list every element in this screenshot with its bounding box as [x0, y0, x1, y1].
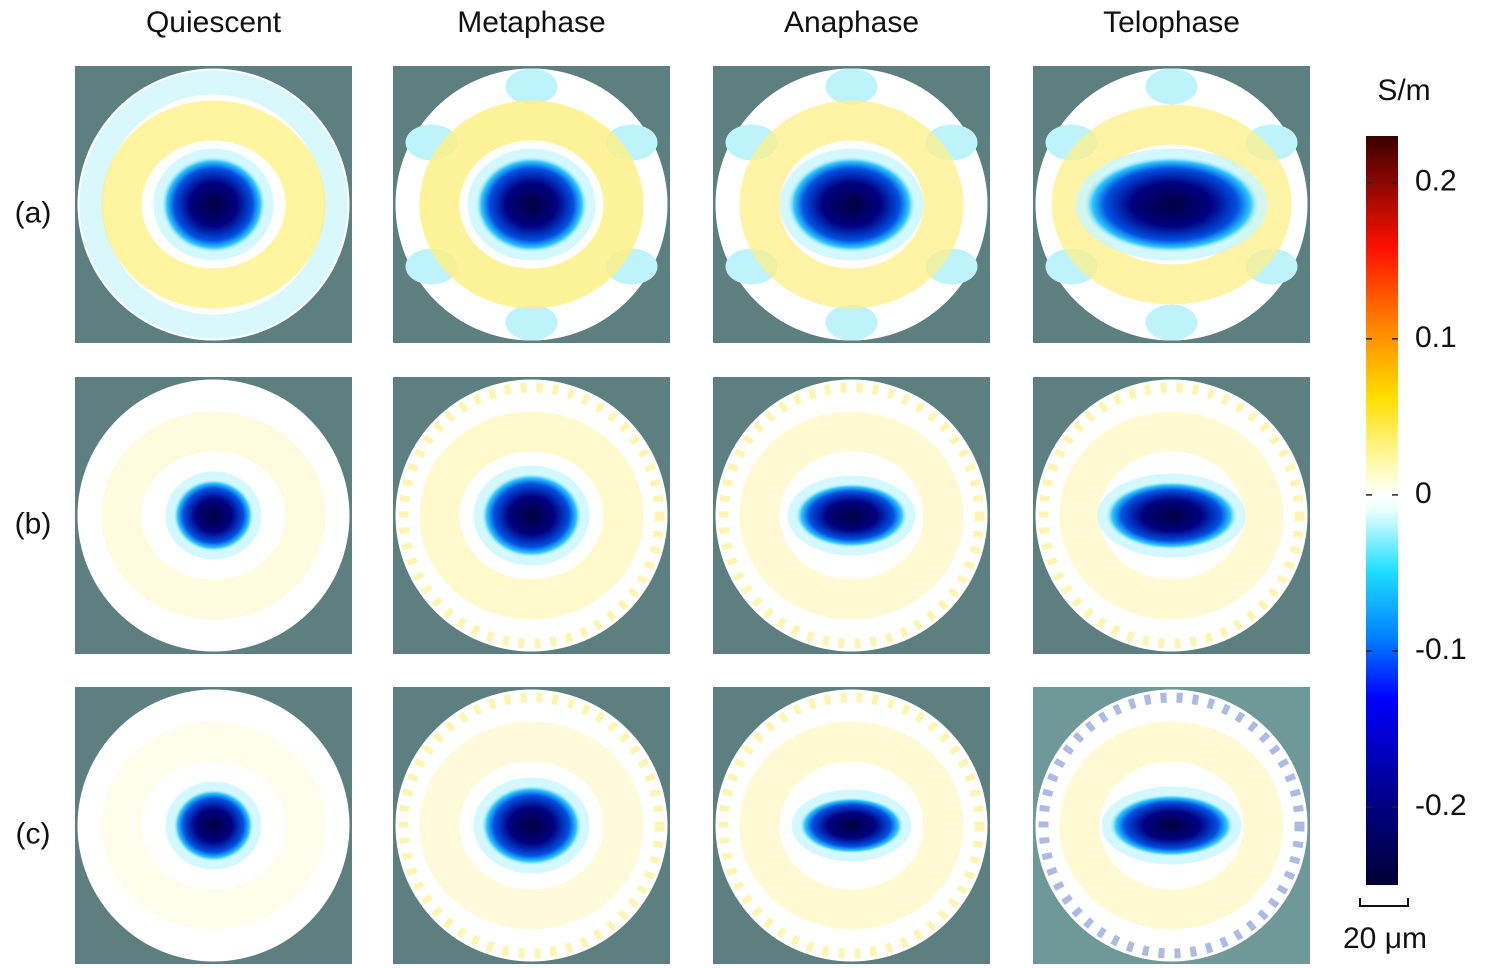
yellow-ring — [1059, 411, 1284, 620]
edge-lobe — [505, 304, 558, 341]
row-label: (a) — [15, 196, 52, 229]
yellow-ring — [739, 100, 964, 309]
nucleus — [481, 785, 582, 866]
nucleus — [1105, 481, 1238, 550]
yellow-ring — [419, 411, 644, 620]
nucleus — [173, 479, 254, 552]
column-title: Anaphase — [784, 6, 919, 39]
nucleus — [481, 473, 582, 558]
nucleus — [787, 156, 916, 253]
panel — [393, 687, 670, 964]
panel — [75, 66, 352, 343]
edge-lobe — [1145, 68, 1198, 105]
panel — [75, 687, 352, 964]
nucleus — [799, 797, 904, 854]
panel — [1033, 66, 1310, 343]
column-title: Telophase — [1103, 6, 1240, 39]
yellow-ring — [419, 721, 644, 930]
nucleus — [173, 789, 254, 862]
colorbar-label: S/m — [1377, 74, 1430, 107]
edge-noise — [398, 692, 665, 959]
edge-lobe — [825, 304, 878, 341]
panel — [75, 377, 352, 654]
column-title: Metaphase — [457, 6, 605, 39]
yellow-ring — [739, 721, 964, 930]
colorbar-tick-label: -0.2 — [1415, 789, 1467, 822]
nucleus — [1109, 794, 1234, 857]
yellow-ring — [101, 100, 326, 309]
edge-noise — [1038, 692, 1305, 959]
scale-bar — [1359, 898, 1409, 907]
nucleus — [475, 156, 588, 253]
panel — [713, 66, 990, 343]
colorbar-tick-label: 0 — [1415, 477, 1432, 510]
nucleus — [161, 156, 266, 253]
panel — [1033, 377, 1310, 654]
panel — [1033, 687, 1310, 964]
yellow-ring — [101, 411, 326, 620]
colorbar-tick-label: 0.2 — [1415, 165, 1457, 198]
row-label: (c) — [16, 817, 51, 850]
yellow-ring — [419, 100, 644, 309]
panel — [393, 377, 670, 654]
edge-noise — [398, 382, 665, 649]
colorbar-tick-label: 0.1 — [1415, 321, 1457, 354]
panel — [713, 377, 990, 654]
panel — [713, 687, 990, 964]
row-label: (b) — [15, 507, 52, 540]
scale-bar-label: 20 μm — [1343, 922, 1427, 955]
edge-noise — [1038, 382, 1305, 649]
edge-noise — [718, 382, 985, 649]
outer-ring — [79, 70, 348, 339]
nucleus — [1083, 156, 1260, 253]
yellow-ring — [101, 721, 326, 930]
yellow-ring — [739, 411, 964, 620]
panel — [393, 66, 670, 343]
column-title: Quiescent — [146, 6, 282, 39]
edge-noise — [718, 692, 985, 959]
colorbar — [1366, 136, 1398, 885]
nucleus — [795, 483, 908, 548]
yellow-ring — [1051, 104, 1292, 305]
panel-grid — [75, 66, 1310, 964]
edge-lobe — [825, 68, 878, 105]
edge-lobe — [1145, 304, 1198, 341]
colorbar-tick-label: -0.1 — [1415, 633, 1467, 666]
yellow-ring — [1059, 721, 1284, 930]
edge-lobe — [505, 68, 558, 105]
